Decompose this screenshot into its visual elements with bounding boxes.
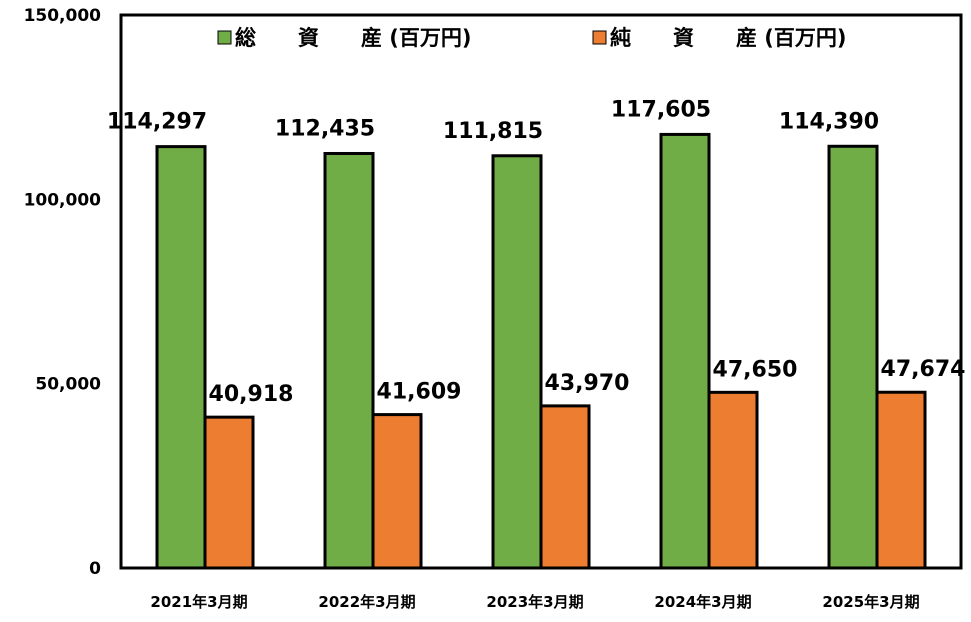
bar-total-assets xyxy=(827,144,879,570)
legend-swatch-net-assets xyxy=(592,30,607,45)
data-label-total-assets: 112,435 xyxy=(275,116,375,141)
bar-total-assets xyxy=(155,145,207,570)
x-tick-label: 2023年3月期 xyxy=(486,593,583,611)
data-label-net-assets: 43,970 xyxy=(545,371,630,396)
x-axis: 2021年3月期 2022年3月期 2023年3月期 2024年3月期 2025年3月期 xyxy=(150,593,919,611)
legend: 総 資 産 (百万円) 純 資 産 (百万円) xyxy=(217,26,847,50)
bar-total-assets xyxy=(491,154,543,570)
x-tick-label: 2025年3月期 xyxy=(822,593,919,611)
data-label-net-assets: 47,674 xyxy=(881,357,966,382)
y-tick-label: 100,000 xyxy=(24,190,102,210)
x-tick-label: 2024年3月期 xyxy=(654,593,751,611)
y-axis: 0 50,000 100,000 150,000 xyxy=(24,6,102,579)
y-tick-label: 50,000 xyxy=(35,375,101,395)
y-tick-label: 0 xyxy=(89,559,101,579)
legend-swatch-total-assets xyxy=(217,30,232,45)
data-label-total-assets: 114,297 xyxy=(107,110,207,135)
bar-net-assets xyxy=(707,390,759,570)
data-label-net-assets: 40,918 xyxy=(209,382,294,407)
data-label-net-assets: 41,609 xyxy=(377,380,462,405)
bar-total-assets xyxy=(659,132,711,570)
data-label-total-assets: 117,605 xyxy=(611,97,711,122)
bar-net-assets xyxy=(203,415,255,570)
data-labels: 114,297 40,918 112,435 41,609 111,815 43,970 1… xyxy=(107,97,966,407)
bar-net-assets xyxy=(371,413,423,570)
legend-label-total-assets: 総 資 産 (百万円) xyxy=(235,26,472,50)
data-label-total-assets: 111,815 xyxy=(443,119,543,144)
legend-label-net-assets: 純 資 産 (百万円) xyxy=(610,26,847,50)
bar-net-assets xyxy=(875,390,927,570)
bar-net-assets xyxy=(539,404,591,570)
bars xyxy=(155,132,927,570)
y-tick-label: 150,000 xyxy=(24,6,102,26)
data-label-net-assets: 47,650 xyxy=(713,357,798,382)
x-tick-label: 2022年3月期 xyxy=(318,593,415,611)
x-tick-label: 2021年3月期 xyxy=(150,593,247,611)
data-label-total-assets: 114,390 xyxy=(779,109,879,134)
bar-total-assets xyxy=(323,151,375,570)
